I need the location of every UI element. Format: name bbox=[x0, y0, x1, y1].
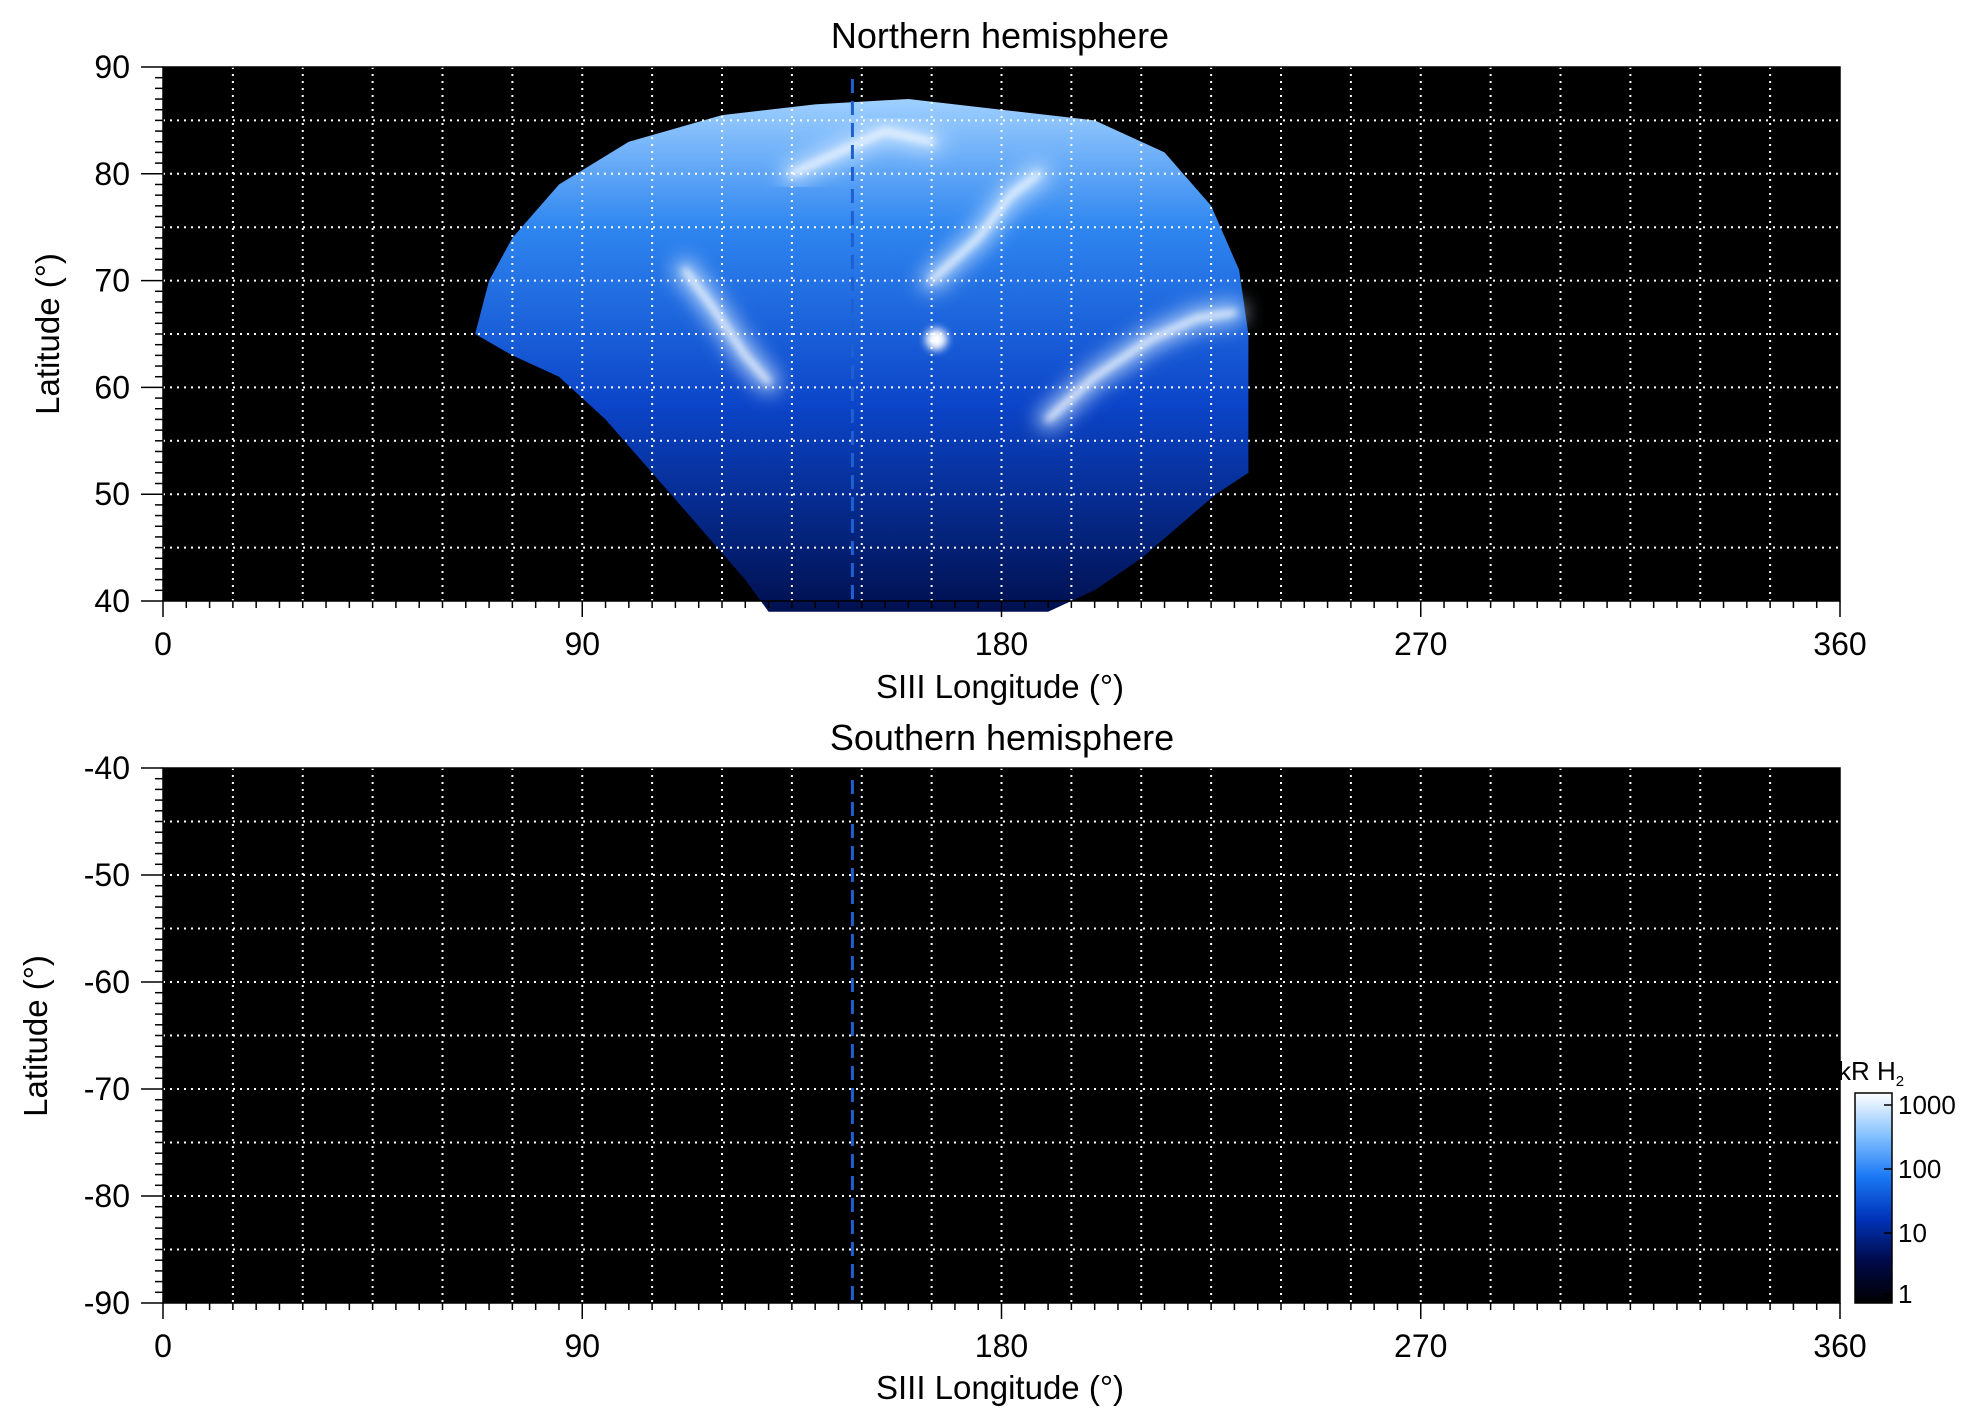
colorbar-tick-label: 100 bbox=[1898, 1154, 1941, 1184]
colorbar-label-subscript: 2 bbox=[1896, 1073, 1904, 1090]
north-title: Northern hemisphere bbox=[831, 15, 1169, 56]
x-tick-label: 0 bbox=[154, 626, 172, 662]
emission-arc-0 bbox=[682, 267, 772, 385]
colorbar-ticks: 1 10 100 1000 bbox=[1884, 1090, 1956, 1309]
x-tick-label: 90 bbox=[564, 626, 600, 662]
y-tick-label: 40 bbox=[94, 583, 130, 619]
y-tick-label: 90 bbox=[94, 49, 130, 85]
south-x-axis: 0 90 180 270 360 bbox=[154, 1303, 1867, 1364]
colorbar: kR H2 1 10 100 1000 bbox=[1838, 1056, 1956, 1309]
south-grid bbox=[163, 768, 1840, 1303]
north-y-axis: 40 50 60 70 80 90 bbox=[94, 49, 163, 619]
x-tick-label: 270 bbox=[1394, 626, 1447, 662]
south-y-axis-label: Latitude (°) bbox=[17, 955, 54, 1117]
emission-arc-2 bbox=[929, 171, 1042, 284]
x-tick-label: 180 bbox=[975, 626, 1028, 662]
x-tick-label: 360 bbox=[1813, 626, 1866, 662]
emission-arc-1 bbox=[1045, 310, 1237, 422]
y-tick-label: -70 bbox=[84, 1071, 130, 1107]
north-x-axis-label: SIII Longitude (°) bbox=[876, 668, 1124, 705]
x-tick-label: 0 bbox=[154, 1328, 172, 1364]
x-tick-label: 270 bbox=[1394, 1328, 1447, 1364]
north-grid bbox=[163, 67, 1840, 601]
y-tick-label: -90 bbox=[84, 1285, 130, 1321]
north-y-axis-label: Latitude (°) bbox=[29, 253, 66, 415]
x-tick-label: 360 bbox=[1813, 1328, 1866, 1364]
y-tick-label: -40 bbox=[84, 750, 130, 786]
south-x-axis-label: SIII Longitude (°) bbox=[876, 1369, 1124, 1406]
colorbar-tick-label: 1000 bbox=[1898, 1090, 1956, 1120]
south-title: Southern hemisphere bbox=[830, 717, 1174, 758]
y-tick-label: 50 bbox=[94, 476, 130, 512]
north-x-axis: 0 90 180 270 360 bbox=[154, 601, 1867, 662]
y-tick-label: 60 bbox=[94, 369, 130, 405]
south-y-axis: -90 -80 -70 -60 -50 -40 bbox=[84, 750, 163, 1321]
colorbar-label-main: kR H bbox=[1838, 1056, 1896, 1086]
emission-bright-spot bbox=[925, 328, 948, 351]
y-tick-label: -80 bbox=[84, 1178, 130, 1214]
x-tick-label: 90 bbox=[564, 1328, 600, 1364]
colorbar-gradient bbox=[1854, 1092, 1893, 1304]
y-tick-label: 70 bbox=[94, 263, 130, 299]
x-tick-label: 180 bbox=[975, 1328, 1028, 1364]
y-tick-label: 80 bbox=[94, 156, 130, 192]
colorbar-label: kR H2 bbox=[1838, 1056, 1904, 1090]
emission-arc-3 bbox=[789, 128, 935, 177]
y-tick-label: -60 bbox=[84, 964, 130, 1000]
y-tick-label: -50 bbox=[84, 857, 130, 893]
colorbar-tick-label: 1 bbox=[1898, 1279, 1912, 1309]
panel-south: Southern hemisphere -90 -80 -70 -60 -50 -40 0… bbox=[17, 717, 1867, 1406]
panel-north: Northern hemisphere 40 50 60 70 80 90 0 90 180 2… bbox=[29, 15, 1867, 705]
colorbar-tick-label: 10 bbox=[1898, 1218, 1927, 1248]
